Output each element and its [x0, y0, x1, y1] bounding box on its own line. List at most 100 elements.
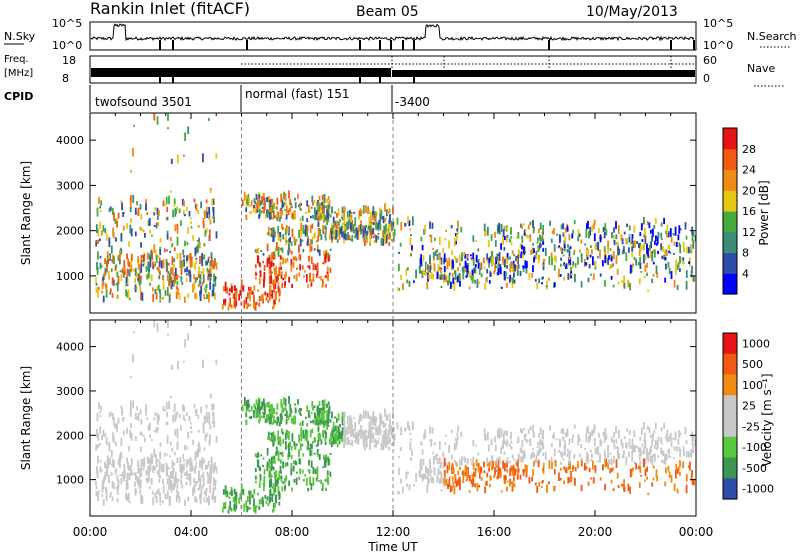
velocity-cell-509: [255, 399, 258, 405]
velocity-cell-393: [161, 500, 164, 503]
power-cell-1467: [446, 260, 449, 270]
power-cell-869: [306, 228, 309, 236]
power-cell-1629: [509, 256, 511, 260]
power-cell-301: [130, 260, 132, 269]
velocity-cell-1619: [495, 460, 497, 469]
velocity-cell-1021: [316, 470, 319, 479]
velocity-cell-1627: [439, 470, 441, 475]
velocity-cell-1530: [468, 490, 471, 493]
power-cell-385: [148, 253, 151, 260]
power-cell-1408: [665, 263, 667, 270]
power-cell-1874: [675, 259, 678, 266]
power-cell-303: [140, 291, 142, 300]
velocity-cell-752: [323, 424, 325, 428]
power-cell-849: [291, 228, 294, 238]
velocity-cell-943: [302, 429, 305, 439]
colorbar-swatch-2: [723, 374, 737, 396]
velocity-cell-179: [132, 400, 135, 409]
power-cell-807: [380, 238, 383, 246]
velocity-cell-1262: [676, 488, 679, 494]
power-cell-1078: [309, 243, 312, 253]
cpid-segment-1: normal (fast) 151: [245, 87, 349, 101]
power-cell-653: [392, 206, 394, 214]
velocity-cell-188: [209, 481, 212, 485]
power-cell-350: [119, 260, 121, 265]
velocity-cell-878: [294, 444, 296, 450]
power-cell-1703: [513, 254, 516, 257]
power-cell-785: [317, 211, 320, 217]
power-cell-618: [268, 203, 271, 206]
power-cell-918: [330, 239, 333, 243]
power-cell-1803: [573, 249, 576, 253]
power-cell-1854: [587, 220, 589, 229]
power-cell-1914: [613, 240, 616, 246]
power-cell-108: [134, 277, 136, 284]
velocity-cell-1848: [577, 441, 580, 446]
power-cell-1496: [500, 243, 502, 250]
power-cell-0: [185, 278, 188, 282]
velocity-cell-1397: [568, 452, 571, 455]
power-cell-1796: [536, 247, 539, 251]
power-cell-1462: [655, 265, 658, 274]
power-cell-184: [108, 208, 111, 213]
velocity-cell-1842: [664, 453, 666, 459]
power-cell-129: [120, 248, 123, 254]
velocity-cell-1428: [449, 485, 452, 493]
velocity-cell-953: [307, 447, 310, 450]
power-cell-147: [178, 208, 181, 214]
velocity-cell-370: [162, 484, 165, 494]
velocity-cell-959: [324, 430, 327, 435]
power-cell-761: [372, 205, 375, 215]
velocity-cell-1668: [497, 467, 500, 475]
power-cell-1594: [489, 256, 492, 262]
velocity-cell-1476: [568, 454, 571, 463]
velocity-cell-1364: [434, 442, 436, 446]
velocity-cell-1505: [692, 436, 695, 442]
power-cell-891: [279, 236, 282, 239]
power-cell-1001: [307, 284, 310, 288]
velocity-cell-1405: [407, 471, 409, 475]
power-cell-1090: [254, 249, 257, 253]
velocity-cell-895: [338, 430, 340, 438]
velocity-cell-1293: [570, 470, 572, 478]
velocity-cell-955: [361, 429, 363, 434]
velocity-cell-222: [126, 428, 128, 434]
noise-panel: N.Sky 10^5 10^0 10^5 10^0 N.Search: [4, 17, 797, 52]
power-cell-1539: [459, 262, 461, 267]
velocity-cell-1166: [230, 508, 233, 512]
velocity-cell-1185: [253, 506, 255, 512]
power-cell-977: [310, 282, 313, 287]
power-cell-816: [304, 228, 307, 237]
power-cell-292: [95, 277, 97, 283]
power-cell-667: [322, 215, 325, 222]
power-cell-759: [334, 220, 337, 227]
power-cell-1237: [646, 272, 648, 276]
velocity-cell-233: [208, 434, 211, 441]
velocity-cell-1886: [508, 443, 511, 447]
power-cell-994: [316, 244, 319, 251]
velocity-cell-317: [211, 493, 214, 500]
velocity-cell-1086: [310, 483, 313, 487]
ytick-label-0: 1000: [56, 474, 84, 487]
velocity-cell-269: [138, 468, 140, 474]
velocity-cell-816: [304, 433, 307, 441]
velocity-cell-416: [211, 462, 213, 471]
velocity-cell-424: [119, 454, 121, 463]
velocity-cell-1907: [577, 461, 579, 469]
power-cell-326: [102, 295, 105, 303]
velocity-cell-687: [386, 416, 389, 420]
velocity-cell-433: [171, 472, 174, 479]
power-cell-1723: [691, 232, 694, 242]
velocity-cell-862: [362, 434, 365, 443]
power-cell-1469: [676, 264, 679, 271]
velocity-cell-1816: [588, 440, 590, 443]
velocity-cell-462: [213, 477, 215, 486]
power-cell-219: [202, 267, 205, 276]
power-cell-1617: [465, 275, 468, 278]
velocity-cell-469: [212, 468, 215, 474]
velocity-cell-841: [387, 433, 390, 436]
power-cell-716: [382, 230, 384, 239]
velocity-cell-1871: [553, 448, 556, 457]
velocity-cell-571: [256, 414, 259, 418]
velocity-cell-1594: [489, 460, 492, 466]
